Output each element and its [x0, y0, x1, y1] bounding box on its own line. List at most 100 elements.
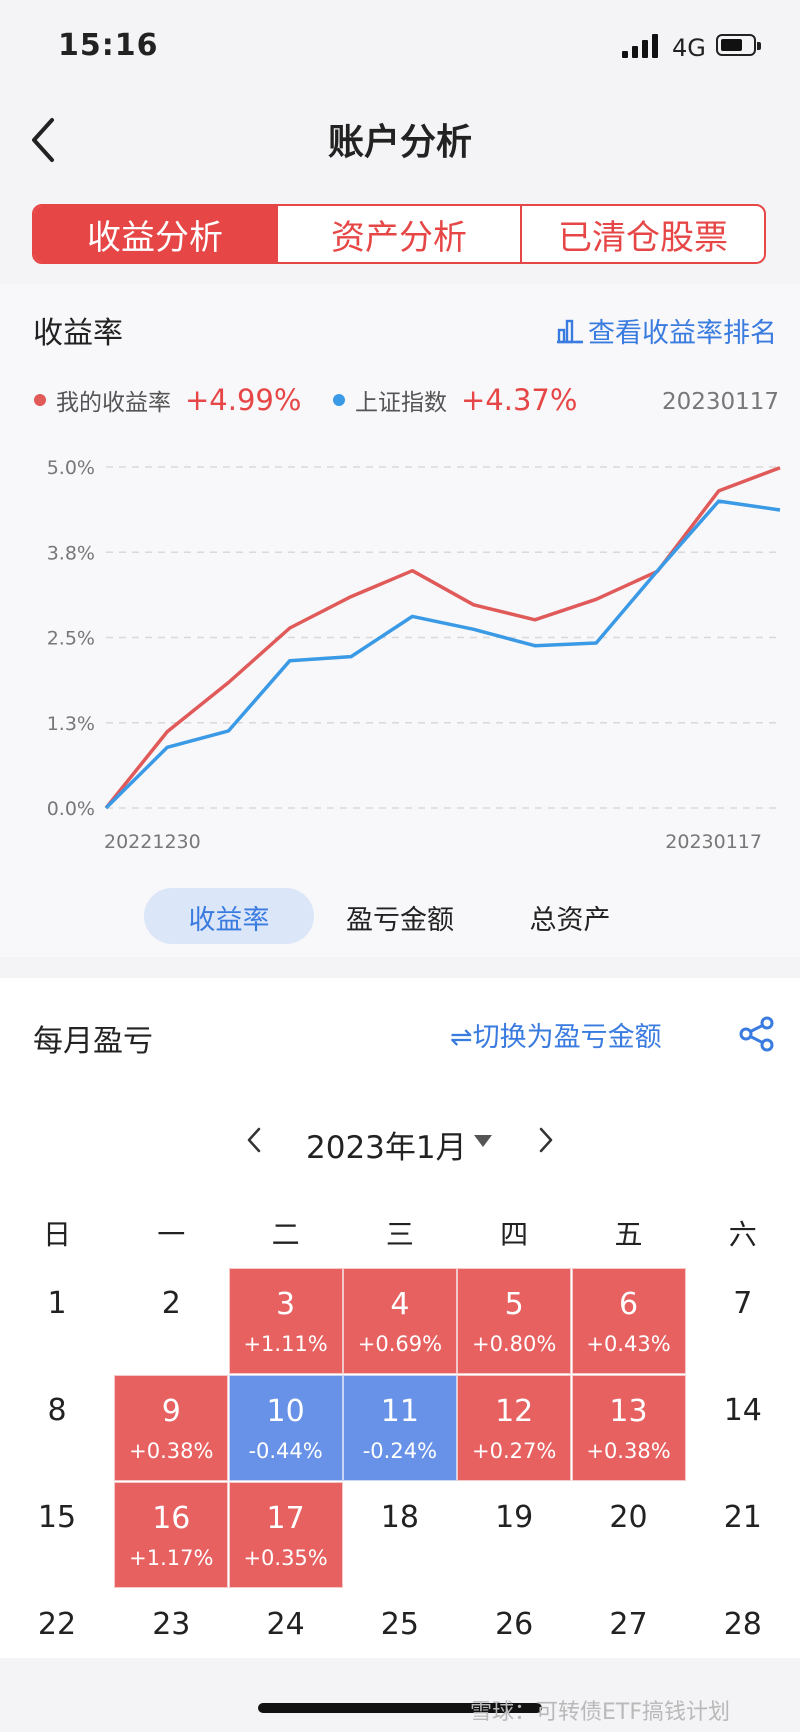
prev-month-icon[interactable]	[245, 1125, 265, 1155]
calendar-day[interactable]: 16 +1.17%	[114, 1482, 229, 1588]
calendar-day[interactable]: 13 +0.38%	[571, 1375, 686, 1481]
calendar-day[interactable]: 11 -0.24%	[342, 1375, 457, 1481]
day-return: +0.38%	[586, 1439, 671, 1463]
calendar-day[interactable]: 15	[0, 1482, 114, 1588]
day-return: +1.17%	[129, 1546, 214, 1570]
day-number: 4	[390, 1287, 410, 1322]
weekday-label: 三	[385, 1218, 414, 1251]
home-indicator	[258, 1703, 542, 1713]
day-number: 2	[161, 1286, 181, 1321]
day-number: 3	[276, 1287, 296, 1322]
day-return: +0.35%	[243, 1546, 328, 1570]
signal-icon	[622, 34, 658, 58]
calendar-day[interactable]: 24	[229, 1589, 343, 1695]
calendar-day[interactable]: 25	[343, 1589, 457, 1695]
calendar-day[interactable]: 28	[686, 1589, 800, 1695]
legend-my-returns: 我的收益率 +4.99%	[34, 383, 301, 417]
returns-line-chart: 5.0% 3.8% 2.5% 1.3% 0.0% 20221230 20230117	[47, 457, 781, 853]
calendar-day[interactable]: 1	[0, 1268, 114, 1374]
switch-to-amount-link[interactable]: ⇌切换为盈亏金额	[450, 1022, 662, 1053]
day-number: 18	[380, 1500, 419, 1535]
calendar-day[interactable]: 8	[0, 1375, 114, 1481]
calendar-day[interactable]: 9 +0.38%	[114, 1375, 229, 1481]
calendar-day[interactable]: 17 +0.35%	[228, 1482, 343, 1588]
day-number: 19	[495, 1500, 534, 1535]
calendar-day[interactable]: 22	[0, 1589, 114, 1695]
legend-label: 上证指数	[355, 390, 447, 416]
day-number: 27	[609, 1607, 648, 1642]
status-bar	[0, 0, 800, 100]
day-number: 7	[733, 1286, 753, 1321]
status-time: 15:16	[58, 28, 159, 63]
series-line-index	[104, 499, 781, 810]
day-return: +0.80%	[472, 1332, 557, 1356]
y-tick-label: 2.5%	[47, 628, 95, 650]
x-end-label: 20230117	[665, 831, 762, 853]
back-arrow-icon[interactable]	[28, 110, 68, 170]
weekday-label: 五	[614, 1218, 643, 1251]
day-number: 21	[723, 1500, 762, 1535]
calendar-day[interactable]: 27	[572, 1589, 686, 1695]
calendar-day[interactable]: 20	[572, 1482, 686, 1588]
month-dropdown-icon[interactable]	[472, 1133, 494, 1149]
share-icon[interactable]	[738, 1015, 776, 1053]
segment-total-assets[interactable]: 总资产	[529, 905, 611, 936]
weekday-label: 四	[500, 1218, 529, 1251]
day-return: +0.27%	[472, 1439, 557, 1463]
monthly-title: 每月盈亏	[33, 1024, 153, 1059]
next-month-icon[interactable]	[535, 1125, 555, 1155]
day-return: +0.38%	[129, 1439, 214, 1463]
y-tick-label: 3.8%	[47, 542, 95, 564]
watermark: 雪球：可转债ETF搞钱计划	[470, 1700, 730, 1725]
battery-icon	[716, 34, 761, 56]
segment-profit-amount[interactable]: 盈亏金额	[346, 905, 454, 936]
day-number: 1	[47, 1286, 67, 1321]
weekday-label: 六	[728, 1218, 757, 1251]
chart-date: 20230117	[662, 389, 780, 415]
calendar-day[interactable]: 23	[114, 1589, 228, 1695]
day-number: 16	[152, 1501, 191, 1536]
day-number: 22	[37, 1607, 77, 1642]
segment-returns[interactable]: 收益率	[188, 905, 270, 936]
day-number: 28	[723, 1607, 762, 1642]
month-label[interactable]: 2023年1月	[306, 1130, 467, 1166]
rank-link-label: 查看收益率排名	[588, 318, 777, 349]
day-number: 12	[495, 1394, 534, 1429]
returns-title: 收益率	[33, 316, 123, 351]
day-number: 25	[380, 1607, 419, 1642]
calendar-day[interactable]: 10 -0.44%	[228, 1375, 343, 1481]
calendar-day[interactable]: 4 +0.69%	[342, 1268, 457, 1374]
calendar-day[interactable]: 6 +0.43%	[571, 1268, 686, 1374]
day-number: 15	[37, 1500, 77, 1535]
calendar-day[interactable]: 5 +0.80%	[457, 1268, 572, 1374]
day-return: +0.43%	[586, 1332, 671, 1356]
legend-index: 上证指数 +4.37%	[333, 383, 577, 417]
legend-dot-blue	[333, 394, 345, 406]
calendar-day[interactable]: 26	[457, 1589, 571, 1695]
day-number: 8	[47, 1393, 67, 1428]
legend-value: +4.99%	[185, 383, 302, 417]
calendar-day[interactable]: 18	[343, 1482, 457, 1588]
calendar-day[interactable]: 2	[114, 1268, 228, 1374]
calendar-day[interactable]: 12 +0.27%	[457, 1375, 572, 1481]
calendar-day[interactable]: 7	[686, 1268, 800, 1374]
day-number: 23	[152, 1607, 191, 1642]
bar-chart-icon	[557, 319, 583, 343]
y-tick-label: 0.0%	[47, 798, 95, 820]
calendar-grid: 1 2 3 +1.11% 4 +0.69% 5 +0.80% 6 +0.43% 7 8 9 +0.38% 1…	[0, 1268, 800, 1696]
calendar-day[interactable]: 14	[686, 1375, 800, 1481]
tab-asset-analysis[interactable]: 资产分析	[276, 206, 520, 262]
legend-value: +4.37%	[461, 383, 578, 417]
day-return: -0.44%	[248, 1439, 323, 1463]
calendar-day[interactable]: 21	[686, 1482, 800, 1588]
weekday-header: 日一二三四五六	[0, 1213, 800, 1253]
day-number: 9	[161, 1394, 181, 1429]
day-number: 10	[266, 1394, 305, 1429]
tab-returns-analysis[interactable]: 收益分析	[34, 206, 276, 262]
weekday-label: 二	[271, 1218, 300, 1251]
tab-cleared-stocks[interactable]: 已清仓股票	[520, 206, 764, 262]
weekday-label: 一	[157, 1218, 186, 1251]
rank-link[interactable]: 查看收益率排名	[556, 311, 777, 350]
calendar-day[interactable]: 3 +1.11%	[228, 1268, 343, 1374]
calendar-day[interactable]: 19	[457, 1482, 571, 1588]
